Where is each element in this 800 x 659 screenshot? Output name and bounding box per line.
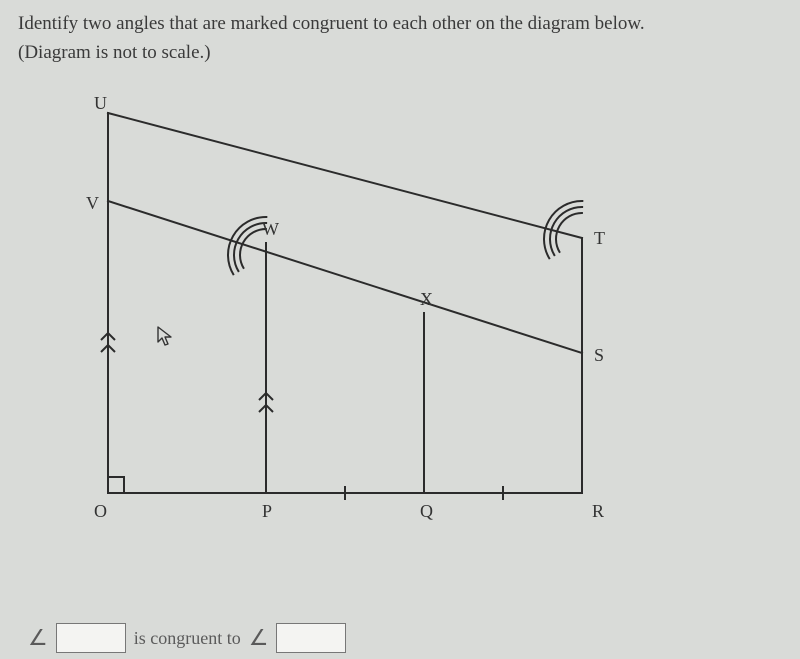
answer-box-1[interactable] [56, 623, 126, 653]
point-label-S: S [594, 345, 604, 366]
angle-symbol-1: ∠ [28, 625, 48, 651]
answer-box-2[interactable] [276, 623, 346, 653]
congruent-text: is congruent to [134, 628, 241, 649]
question-text: Identify two angles that are marked cong… [18, 10, 782, 67]
cursor-icon [156, 325, 174, 347]
point-label-T: T [594, 228, 605, 249]
point-label-O: O [94, 501, 107, 522]
geometry-diagram: U V O P Q R W X T S [48, 93, 608, 523]
question-line1: Identify two angles that are marked cong… [18, 13, 645, 34]
point-label-X: X [420, 289, 433, 310]
point-label-U: U [94, 93, 107, 114]
angle-symbol-2: ∠ [249, 625, 269, 651]
point-label-V: V [86, 193, 99, 214]
point-label-R: R [592, 501, 604, 522]
question-line2: (Diagram is not to scale.) [18, 42, 211, 63]
diagram-svg [48, 93, 608, 523]
point-label-W: W [262, 219, 279, 240]
answer-row: ∠ is congruent to ∠ [28, 623, 346, 653]
point-label-P: P [262, 501, 272, 522]
point-label-Q: Q [420, 501, 433, 522]
